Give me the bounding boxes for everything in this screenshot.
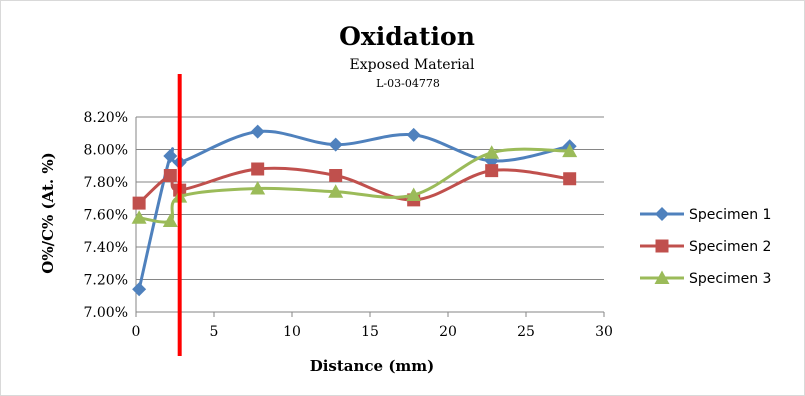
data-point (562, 143, 578, 158)
x-tick-label: 30 (595, 324, 613, 340)
y-axis-label: O%/C% (At. %) (39, 152, 57, 273)
data-point (251, 162, 265, 176)
data-point (131, 210, 147, 224)
series-group (131, 124, 578, 297)
data-point (163, 149, 178, 163)
data-point (250, 124, 265, 139)
legend-item-2: Specimen 2 (640, 239, 771, 255)
x-tick-label: 25 (517, 324, 535, 340)
chart-title: Oxidation (339, 22, 475, 51)
data-point (328, 184, 344, 198)
data-point (563, 172, 577, 186)
data-point (162, 213, 178, 227)
chart-subtitle: Exposed Material (350, 57, 475, 73)
x-tick-label: 0 (132, 324, 141, 340)
data-point (132, 196, 146, 210)
legend-label: Specimen 3 (689, 271, 771, 287)
legend-item-1: Specimen 1 (640, 207, 771, 223)
data-point (163, 169, 177, 182)
series-3 (131, 143, 578, 227)
x-axis-label: Distance (mm) (310, 357, 435, 375)
y-tick-label: 7.20% (84, 273, 128, 289)
y-tick-label: 7.80% (84, 175, 128, 191)
data-point (406, 187, 422, 201)
data-point (485, 164, 499, 178)
legend-label: Specimen 1 (689, 207, 771, 223)
data-point (329, 169, 343, 182)
x-tick-label: 15 (361, 324, 379, 340)
legend-marker (655, 207, 669, 221)
legend: Specimen 1 Specimen 2 Specimen 3 (640, 207, 771, 287)
x-tick-label: 5 (210, 324, 219, 340)
x-tick-label: 20 (439, 324, 457, 340)
y-tick-label: 7.40% (84, 240, 128, 256)
legend-marker (655, 239, 669, 253)
legend-marker (654, 270, 670, 284)
y-tick-label: 8.20% (84, 110, 128, 126)
data-point (484, 145, 500, 159)
chart-sample-id: L-03-04778 (376, 77, 440, 90)
data-point (250, 181, 266, 195)
data-point (132, 282, 147, 297)
y-tick-label: 7.60% (84, 208, 128, 224)
legend-item-3: Specimen 3 (640, 270, 771, 287)
data-point (406, 127, 421, 142)
axes: 7.00% 7.20% 7.40% 7.60% 7.80% 8.00% 8.20% 0 5 10 1… (84, 110, 613, 340)
x-tick-label: 10 (283, 324, 301, 340)
y-tick-label: 8.00% (84, 143, 128, 159)
y-tick-label: 7.00% (84, 305, 128, 321)
data-point (328, 137, 343, 152)
legend-label: Specimen 2 (689, 239, 771, 255)
